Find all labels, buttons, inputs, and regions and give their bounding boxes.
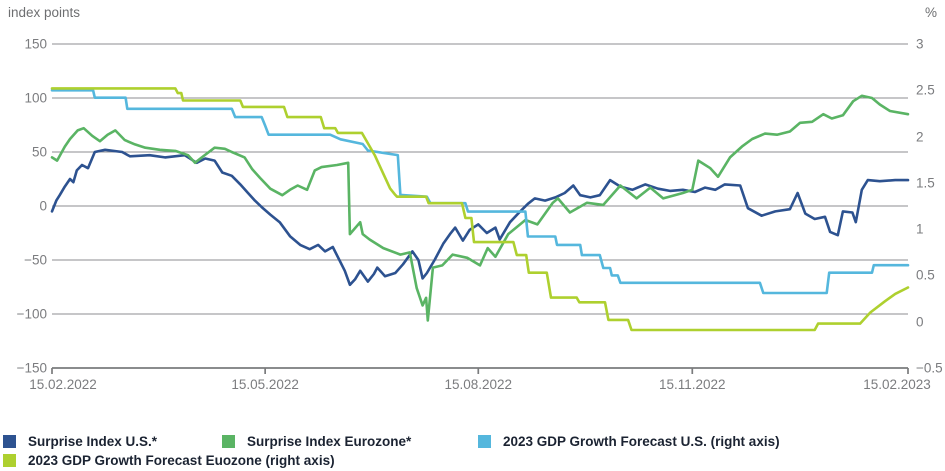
legend-item-surprise-index-eurozone: Surprise Index Eurozone* — [222, 434, 411, 449]
x-tick-label: 15.08.2022 — [444, 377, 513, 392]
series-line-gdp-forecast-us — [50, 89, 910, 295]
right-axis-title: % — [924, 5, 937, 20]
left-axis-tick-label: −50 — [24, 252, 47, 268]
right-axis-tick-label: 3 — [916, 36, 924, 52]
legend-swatch-surprise-index-eurozone — [222, 435, 235, 448]
left-axis-tick-label: 50 — [31, 144, 47, 160]
right-axis-tick-label: 1.5 — [916, 175, 935, 191]
legend-label-gdp-forecast-us: 2023 GDP Growth Forecast U.S. (right axi… — [503, 434, 780, 449]
legend-swatch-gdp-forecast-eurozone — [3, 454, 16, 467]
legend-label-surprise-index-us: Surprise Index U.S.* — [28, 434, 158, 449]
series-line-surprise-index-eurozone — [50, 94, 910, 322]
right-axis-tick-label: −0.5 — [916, 360, 943, 376]
series-line-gdp-forecast-eurozone — [50, 87, 910, 332]
legend-label-gdp-forecast-eurozone: 2023 GDP Growth Forecast Euozone (right … — [28, 453, 335, 468]
right-axis-tick-label: 2 — [916, 129, 924, 145]
right-axis-tick-label: 1 — [916, 221, 924, 237]
legend-item-gdp-forecast-eurozone: 2023 GDP Growth Forecast Euozone (right … — [3, 453, 335, 468]
right-axis-tick-label: 2.5 — [916, 82, 935, 98]
legend-swatch-gdp-forecast-us — [478, 435, 491, 448]
legend-item-gdp-forecast-us: 2023 GDP Growth Forecast U.S. (right axi… — [478, 434, 780, 449]
left-axis-tick-label: −100 — [16, 306, 47, 322]
x-tick-label: 15.05.2022 — [231, 377, 299, 392]
x-tick-label: 15.11.2022 — [658, 377, 726, 392]
left-axis-title: index points — [8, 5, 81, 20]
left-axis-tick-label: 150 — [24, 36, 47, 52]
left-axis-tick-label: 0 — [39, 198, 47, 214]
left-axis-tick-label: −150 — [16, 360, 47, 376]
left-axis-tick-label: 100 — [24, 90, 47, 106]
legend-swatch-surprise-index-us — [3, 435, 16, 448]
series-line-surprise-index-us — [50, 148, 910, 287]
x-tick-label: 15.02.2023 — [863, 377, 931, 392]
right-axis-tick-label: 0 — [916, 314, 924, 330]
x-tick-label: 15.02.2022 — [29, 377, 97, 392]
right-axis-tick-label: 0.5 — [916, 267, 935, 283]
legend-label-surprise-index-eurozone: Surprise Index Eurozone* — [247, 434, 412, 449]
legend-item-surprise-index-us: Surprise Index U.S.* — [3, 434, 157, 449]
